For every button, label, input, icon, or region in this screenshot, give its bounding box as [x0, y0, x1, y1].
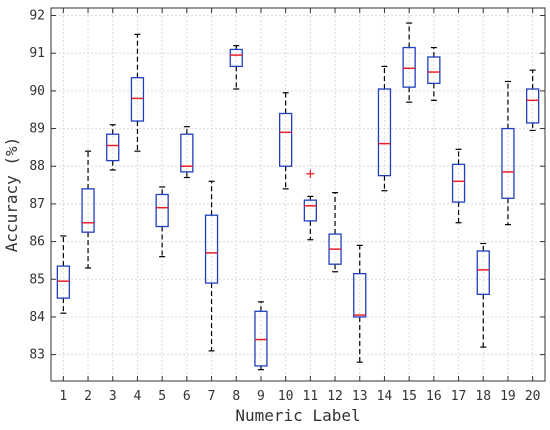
x-tick-label: 18: [475, 389, 491, 404]
box-iqr: [155, 193, 169, 228]
x-tick-label: 10: [278, 389, 294, 404]
x-tick-label: 3: [109, 389, 117, 404]
box-iqr: [254, 310, 268, 367]
box-1: [56, 235, 70, 314]
box-iqr: [180, 133, 194, 173]
box-18: [476, 242, 490, 348]
x-tick-label: 8: [232, 389, 240, 404]
y-tick-label: 87: [29, 197, 45, 212]
box-iqr: [402, 46, 416, 88]
y-tick-label: 92: [29, 9, 45, 24]
box-8: [229, 45, 243, 90]
x-tick-label: 14: [377, 389, 393, 404]
box-7: [204, 180, 219, 352]
box-14: [377, 65, 392, 192]
y-tick-label: 91: [29, 46, 45, 61]
box-iqr: [229, 48, 243, 68]
x-tick-label: 2: [84, 389, 92, 404]
box-iqr: [427, 56, 441, 85]
box-5: [155, 186, 169, 258]
box-9: [254, 301, 268, 371]
box-4: [130, 33, 145, 152]
box-10: [278, 92, 293, 190]
y-tick-label: 85: [29, 272, 45, 287]
x-tick-label: 16: [426, 389, 442, 404]
box-iqr: [204, 214, 219, 284]
x-tick-label: 17: [451, 389, 467, 404]
x-tick-label: 6: [183, 389, 191, 404]
box-iqr: [56, 265, 70, 299]
x-tick-label: 9: [257, 389, 265, 404]
box-16: [427, 46, 441, 101]
box-iqr: [130, 77, 145, 122]
y-axis-label: Accuracy (%): [2, 137, 21, 253]
box-iqr: [377, 88, 392, 177]
box-19: [501, 80, 515, 226]
x-tick-label: 1: [59, 389, 67, 404]
box-iqr: [451, 163, 466, 203]
box-11: [303, 169, 318, 241]
y-tick-label: 90: [29, 84, 45, 99]
box-iqr: [526, 88, 540, 124]
box-17: [451, 148, 466, 224]
box-15: [402, 22, 416, 103]
box-13: [353, 244, 367, 363]
box-20: [526, 69, 540, 132]
x-tick-label: 15: [401, 389, 417, 404]
box-iqr: [303, 199, 318, 222]
y-tick-label: 89: [29, 122, 45, 137]
x-tick-label: 20: [525, 389, 541, 404]
box-6: [180, 126, 194, 179]
box-iqr: [81, 188, 95, 233]
x-tick-label: 7: [208, 389, 216, 404]
x-tick-label: 13: [352, 389, 368, 404]
box-iqr: [501, 127, 515, 199]
plot-frame: [50, 7, 546, 382]
x-tick-label: 5: [158, 389, 166, 404]
y-tick-label: 86: [29, 235, 45, 250]
box-3: [106, 124, 120, 171]
box-iqr: [106, 133, 120, 162]
box-iqr: [278, 112, 293, 167]
box-12: [328, 192, 342, 273]
y-tick-label: 83: [29, 348, 45, 363]
x-tick-label: 12: [327, 389, 343, 404]
x-axis-label: Numeric Label: [235, 406, 360, 425]
box-iqr: [476, 250, 490, 295]
box-2: [81, 150, 95, 269]
x-tick-label: 19: [500, 389, 516, 404]
boxes: [56, 22, 540, 371]
x-tick-label: 4: [134, 389, 142, 404]
y-tick-label: 84: [29, 310, 45, 325]
y-tick-label: 88: [29, 159, 45, 174]
x-tick-label: 11: [303, 389, 319, 404]
box-iqr: [353, 272, 367, 318]
